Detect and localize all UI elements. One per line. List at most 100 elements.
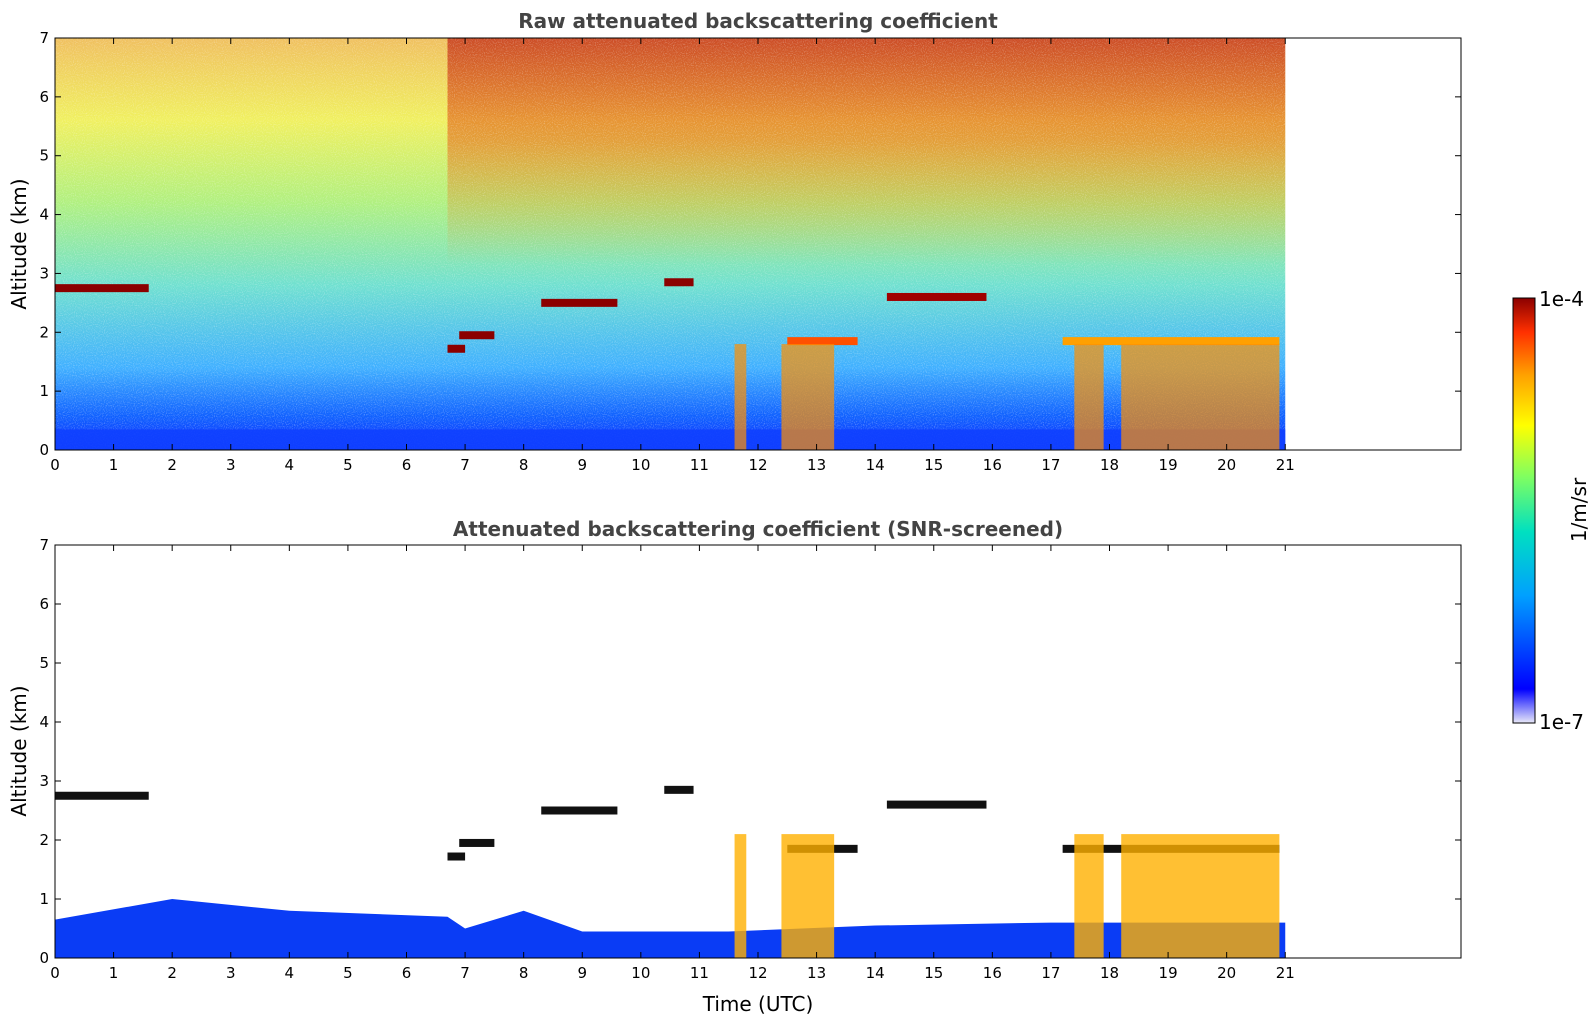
- colorbar: 1e-4 1e-7 1/m/sr: [1512, 287, 1591, 734]
- y-tick-label: 2: [39, 323, 49, 341]
- x-tick-label: 20: [1217, 456, 1236, 474]
- x-tick-label: 19: [1159, 456, 1178, 474]
- precip-column: [781, 344, 835, 450]
- x-tick-label: 18: [1100, 964, 1119, 982]
- y-tick-label: 1: [39, 382, 49, 400]
- panel2-title: Attenuated backscattering coefficient (S…: [453, 517, 1063, 541]
- x-tick-label: 3: [226, 456, 236, 474]
- x-tick-label: 9: [577, 456, 587, 474]
- cloud-feature: [664, 278, 694, 287]
- x-tick-label: 7: [460, 456, 470, 474]
- colorbar-gradient: [1512, 297, 1536, 724]
- x-tick-label: 12: [748, 964, 767, 982]
- cloud-feature: [886, 800, 987, 809]
- y-tick-label: 5: [39, 147, 49, 165]
- colorbar-min-label: 1e-7: [1539, 710, 1584, 734]
- x-tick-label: 1: [109, 456, 119, 474]
- cloud-feature: [55, 791, 149, 800]
- precip-column: [1121, 834, 1280, 958]
- x-tick-label: 0: [50, 964, 60, 982]
- precip-column: [1074, 834, 1104, 958]
- x-tick-label: 13: [807, 456, 826, 474]
- x-tick-label: 8: [519, 456, 529, 474]
- cloud-feature: [1062, 337, 1280, 346]
- x-tick-label: 17: [1041, 456, 1060, 474]
- x-tick-label: 15: [924, 964, 943, 982]
- x-tick-label: 2: [167, 964, 177, 982]
- cloud-feature: [447, 344, 466, 353]
- x-tick-label: 8: [519, 964, 529, 982]
- y-tick-label: 3: [39, 772, 49, 790]
- xaxis-label: Time (UTC): [702, 992, 814, 1016]
- x-tick-label: 5: [343, 456, 353, 474]
- y-tick-label: 1: [39, 890, 49, 908]
- y-tick-label: 2: [39, 831, 49, 849]
- y-tick-label: 5: [39, 654, 49, 672]
- cloud-feature: [459, 331, 495, 340]
- x-tick-label: 14: [866, 456, 885, 474]
- colorbar-unit-label: 1/m/sr: [1567, 477, 1591, 542]
- panel2-axes: 0 1 2 3 4 5 6 7 8 9 10 11 12 13 14 15 16 17 18 19 20 21012345…: [39, 536, 1461, 982]
- x-tick-label: 3: [226, 964, 236, 982]
- y-tick-label: 3: [39, 264, 49, 282]
- precip-column: [734, 344, 747, 450]
- x-tick-label: 4: [285, 456, 295, 474]
- y-tick-label: 0: [39, 949, 49, 967]
- y-tick-label: 6: [39, 88, 49, 106]
- x-tick-label: 16: [983, 964, 1002, 982]
- panel2-ylabel: Altitude (km): [7, 685, 31, 816]
- x-tick-label: 15: [924, 456, 943, 474]
- x-tick-label: 2: [167, 456, 177, 474]
- x-tick-label: 11: [690, 964, 709, 982]
- x-tick-label: 20: [1217, 964, 1236, 982]
- x-tick-label: 13: [807, 964, 826, 982]
- x-tick-label: 6: [402, 456, 412, 474]
- x-tick-label: 18: [1100, 456, 1119, 474]
- panel-screened: Attenuated backscattering coefficient (S…: [7, 517, 1462, 1016]
- precip-column: [781, 834, 835, 958]
- surface-aerosol-layer: [55, 429, 1286, 450]
- panel-raw: Raw attenuated backscattering coefficien…: [7, 9, 1462, 474]
- x-tick-label: 11: [690, 456, 709, 474]
- cloud-feature: [886, 292, 987, 301]
- cloud-feature: [55, 284, 149, 293]
- x-tick-label: 4: [285, 964, 295, 982]
- colorbar-max-label: 1e-4: [1539, 287, 1584, 311]
- x-tick-label: 10: [631, 964, 650, 982]
- precip-column: [734, 834, 747, 958]
- panel1-title: Raw attenuated backscattering coefficien…: [518, 9, 998, 33]
- y-tick-label: 7: [39, 536, 49, 554]
- cloud-feature: [541, 806, 618, 815]
- y-tick-label: 6: [39, 595, 49, 613]
- x-tick-label: 19: [1159, 964, 1178, 982]
- x-tick-label: 5: [343, 964, 353, 982]
- panel1-axes: 0 1 2 3 4 5 6 7 8 9 10 11 12 13 14 15 16 17 18 19 20 21012345…: [39, 29, 1461, 474]
- x-tick-label: 6: [402, 964, 412, 982]
- panel1-heatmap: [55, 38, 1286, 450]
- y-tick-label: 4: [39, 206, 49, 224]
- x-tick-label: 10: [631, 456, 650, 474]
- cloud-feature: [664, 785, 694, 794]
- panel1-ylabel: Altitude (km): [7, 178, 31, 309]
- boundary-layer-signal: [55, 899, 1286, 958]
- x-tick-label: 7: [460, 964, 470, 982]
- x-tick-label: 0: [50, 456, 60, 474]
- x-tick-label: 17: [1041, 964, 1060, 982]
- x-tick-label: 21: [1276, 456, 1295, 474]
- cloud-feature: [447, 852, 466, 861]
- y-tick-label: 4: [39, 713, 49, 731]
- panel2-heatmap: [55, 785, 1286, 958]
- precip-column: [1074, 344, 1104, 450]
- x-tick-label: 9: [577, 964, 587, 982]
- x-tick-label: 16: [983, 456, 1002, 474]
- precip-column: [1121, 344, 1280, 450]
- y-tick-label: 7: [39, 29, 49, 47]
- x-tick-label: 1: [109, 964, 119, 982]
- cloud-feature: [541, 298, 618, 307]
- x-tick-label: 12: [748, 456, 767, 474]
- cloud-feature: [787, 337, 858, 346]
- cloud-feature: [459, 838, 495, 847]
- x-tick-label: 21: [1276, 964, 1295, 982]
- y-tick-label: 0: [39, 441, 49, 459]
